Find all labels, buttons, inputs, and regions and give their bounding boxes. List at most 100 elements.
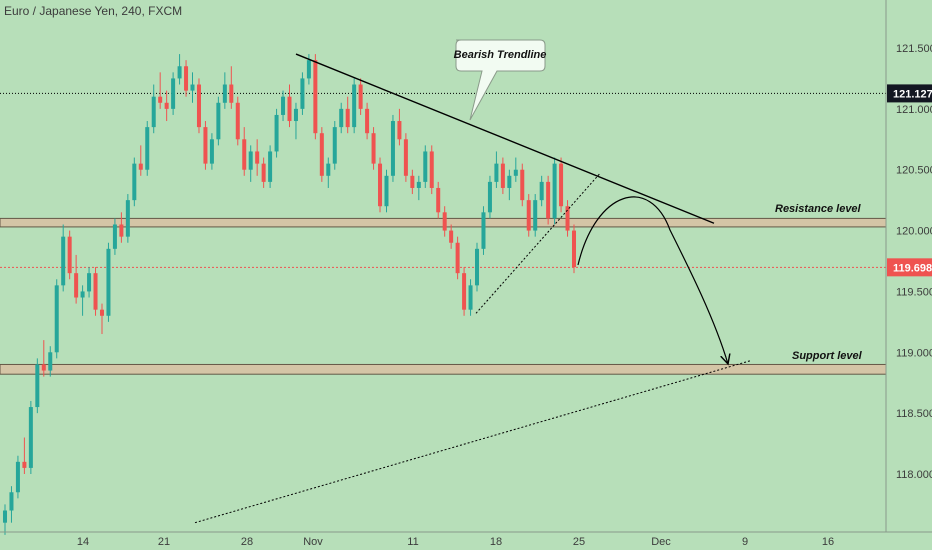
time-axis-tick: 11 <box>407 536 418 548</box>
price-tag-label-0: 121.127 <box>893 88 932 100</box>
candle-body <box>436 187 441 213</box>
candle-body <box>475 248 480 286</box>
time-axis-tick: 9 <box>742 536 748 548</box>
candle-body <box>326 163 331 176</box>
candle-body <box>300 78 305 109</box>
long-support-trendline <box>194 360 751 524</box>
time-axis-tick: 16 <box>822 536 834 548</box>
resistance-level-label: Resistance level <box>775 203 862 215</box>
candle-body <box>378 163 383 207</box>
drawings-layer: Bearish Trendline Resistance level Support… <box>194 39 863 524</box>
candle-body <box>397 121 402 140</box>
candle-body <box>261 163 266 182</box>
price-tags-layer: 121.127 119.698 <box>887 84 932 277</box>
candle-body <box>216 102 221 140</box>
candle-body <box>229 84 234 103</box>
candle-body <box>54 285 59 353</box>
price-axis-tick: 118.000 <box>896 469 932 481</box>
candle-body <box>507 175 512 188</box>
candle-body <box>222 84 227 103</box>
price-axis-tick: 118.500 <box>896 408 932 420</box>
time-axis-tick: 25 <box>573 536 585 548</box>
candle-body <box>196 84 201 128</box>
candle-body <box>112 224 117 249</box>
price-tag-label-1: 119.698 <box>893 262 932 274</box>
price-axis-tick: 120.000 <box>896 226 932 238</box>
candle-body <box>539 181 544 201</box>
candle-body <box>2 510 8 523</box>
candle-body <box>61 236 66 286</box>
candle-body <box>358 84 363 109</box>
candle-body <box>332 127 337 164</box>
candle-body <box>151 96 156 128</box>
time-axis-tick: 21 <box>158 536 170 548</box>
candle-body <box>352 84 357 128</box>
support-level-label: Support level <box>792 350 863 362</box>
candle-body <box>287 96 292 122</box>
candle-body <box>15 461 20 493</box>
candle-body <box>87 273 92 292</box>
candle-body <box>119 224 124 237</box>
candle-body <box>190 84 195 91</box>
candle-body <box>571 230 577 268</box>
candle-body <box>468 285 473 310</box>
candle-body <box>513 169 518 176</box>
candle-body <box>248 151 253 170</box>
time-axis[interactable]: 14 21 28 Nov 11 18 25 Dec 9 16 <box>77 536 834 548</box>
time-axis-tick: 28 <box>241 536 253 548</box>
price-axis-tick: 121.000 <box>896 104 932 116</box>
candle-body <box>371 133 376 164</box>
candle-body <box>242 139 247 170</box>
candle-body <box>442 212 447 231</box>
price-axis[interactable]: 121.500 121.000 120.500 120.000 119.500 119.0… <box>896 43 932 481</box>
candle-body <box>533 200 538 231</box>
candle-body <box>132 163 137 201</box>
candle-body <box>177 66 182 79</box>
candle-body <box>500 163 505 188</box>
candle-body <box>209 139 214 164</box>
candle-body <box>319 133 324 176</box>
candle-body <box>171 78 176 109</box>
candle-body <box>384 175 389 207</box>
candle-body <box>80 291 85 298</box>
candle-body <box>306 60 311 79</box>
candle-body <box>41 364 46 371</box>
candle-body <box>293 108 298 122</box>
candle-body <box>35 364 40 408</box>
candle-body <box>565 206 570 231</box>
candle-body <box>546 181 551 219</box>
candle-body <box>313 60 318 134</box>
projection-arrow <box>577 196 728 364</box>
candle-body <box>67 236 72 274</box>
candle-body <box>403 139 408 176</box>
candle-body <box>203 127 208 164</box>
candle-body <box>339 108 344 128</box>
candle-body <box>559 163 564 207</box>
candle-body <box>158 96 163 103</box>
time-axis-tick: 18 <box>490 536 502 548</box>
candle-body <box>494 163 499 182</box>
candle-body <box>106 248 111 316</box>
candle-body <box>481 212 486 249</box>
candle-body <box>410 175 415 188</box>
candle-body <box>281 96 286 115</box>
candle-body <box>552 163 557 219</box>
support-zone <box>0 363 887 375</box>
candle-body <box>429 151 434 188</box>
chart-title: Euro / Japanese Yen, 240, FXCM <box>4 4 182 18</box>
candle-body <box>164 102 169 109</box>
candle-body <box>145 127 150 170</box>
candle-body <box>274 114 279 152</box>
time-axis-tick: Dec <box>651 536 671 548</box>
candle-body <box>74 273 79 298</box>
candle-body <box>365 108 370 134</box>
price-tag-0 <box>887 84 932 103</box>
candle-body <box>345 108 350 128</box>
candle-body <box>520 169 525 201</box>
candle-body <box>462 273 467 310</box>
candle-body <box>28 407 33 468</box>
trendline-callout <box>455 39 546 121</box>
candle-body <box>526 200 531 231</box>
candle-body <box>99 309 104 316</box>
